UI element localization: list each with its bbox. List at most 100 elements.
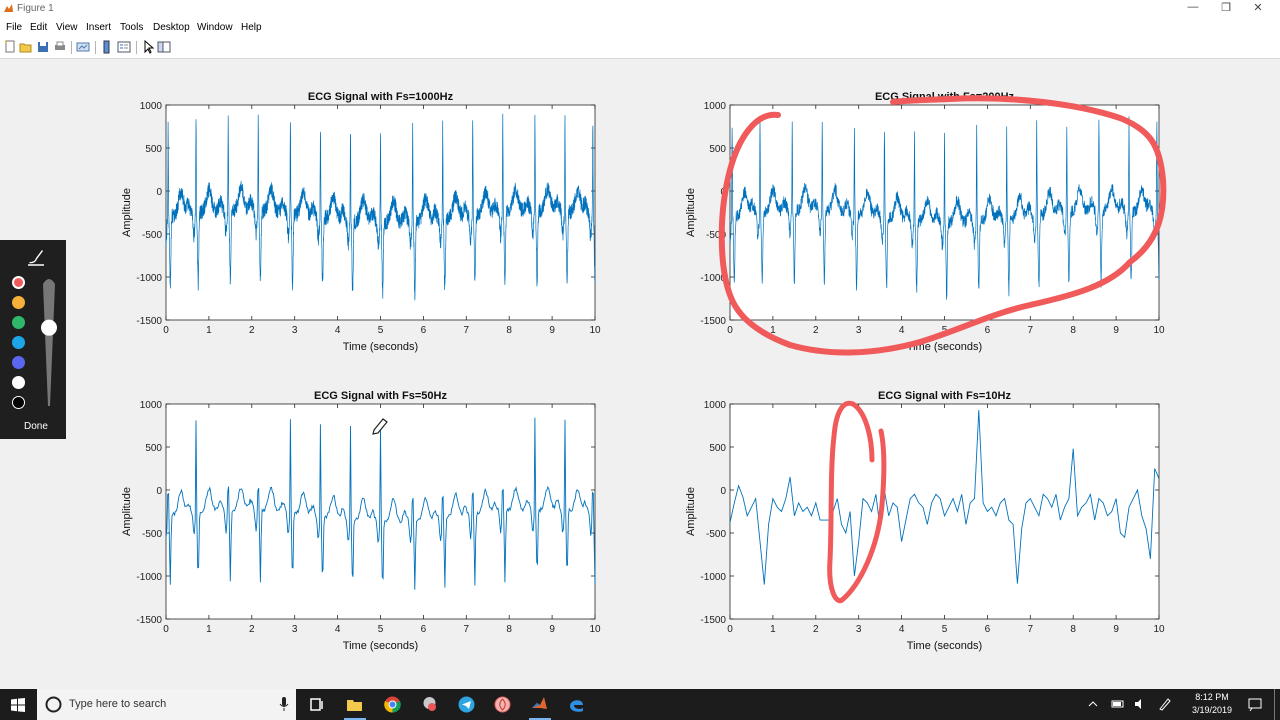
x-tick-label: 10 xyxy=(589,624,601,635)
done-button[interactable]: Done xyxy=(24,421,48,432)
pen-color-blue[interactable] xyxy=(12,336,25,349)
x-tick-label: 2 xyxy=(249,624,255,635)
windows-start-icon[interactable] xyxy=(11,698,25,712)
x-tick-label: 1 xyxy=(770,624,776,635)
chrome-icon[interactable] xyxy=(384,696,401,713)
x-axis-label: Time (seconds) xyxy=(907,640,982,652)
telegram-icon[interactable] xyxy=(458,696,475,713)
insert-legend-icon[interactable] xyxy=(117,40,131,54)
maximize-button[interactable]: ❐ xyxy=(1221,2,1231,14)
save-icon[interactable] xyxy=(36,40,50,54)
menu-bar: File Edit View Insert Tools Desktop Wind… xyxy=(0,18,1280,38)
x-axis-label: Time (seconds) xyxy=(343,640,418,652)
link-plot-icon[interactable] xyxy=(76,40,90,54)
x-tick-label: 9 xyxy=(549,624,555,635)
menu-edit[interactable]: Edit xyxy=(30,22,48,33)
x-tick-label: 5 xyxy=(942,624,948,635)
microphone-icon[interactable] xyxy=(279,697,289,712)
x-tick-label: 5 xyxy=(378,325,384,336)
x-tick-label: 8 xyxy=(1070,325,1076,336)
x-tick-label: 6 xyxy=(421,624,427,635)
toolbar-separator xyxy=(136,41,137,54)
open-file-icon[interactable] xyxy=(19,40,33,54)
close-button[interactable]: ✕ xyxy=(1253,2,1263,14)
subplot-3: 0 1 2 3 4 5 6 7 8 9 10 1000 500 0 -500 -1000 -1500 ECG Si… xyxy=(121,390,601,652)
pen-color-orange[interactable] xyxy=(12,296,25,309)
y-tick-label: -1500 xyxy=(700,316,726,327)
y-tick-label: -500 xyxy=(706,230,726,241)
edit-plot-arrow-icon[interactable] xyxy=(141,40,155,54)
pen-color-white[interactable] xyxy=(12,376,25,389)
menu-window[interactable]: Window xyxy=(197,22,233,33)
y-tick-label: -500 xyxy=(142,230,162,241)
menu-file[interactable]: File xyxy=(6,22,23,33)
app-spiral-icon[interactable] xyxy=(494,696,511,713)
y-tick-label: 0 xyxy=(156,187,162,198)
battery-icon[interactable] xyxy=(1111,699,1125,709)
show-desktop-button[interactable] xyxy=(1274,689,1275,720)
notifications-icon[interactable] xyxy=(1248,697,1262,711)
pen-thickness-thumb[interactable] xyxy=(41,319,57,336)
y-tick-label: 1000 xyxy=(140,101,163,112)
x-tick-label: 3 xyxy=(292,624,298,635)
y-tick-label: -500 xyxy=(142,529,162,540)
edge-icon[interactable] xyxy=(568,696,585,713)
volume-icon[interactable] xyxy=(1134,698,1146,710)
property-inspector-icon[interactable] xyxy=(157,40,171,54)
pen-color-red[interactable] xyxy=(12,276,25,289)
x-tick-label: 0 xyxy=(727,325,733,336)
ecg-series-line xyxy=(165,113,596,301)
y-tick-label: 500 xyxy=(145,144,162,155)
subplot-1: 0 1 2 3 4 5 6 7 8 9 10 1000 500 0 -500 -1000 -1500 ECG Si… xyxy=(121,91,601,353)
tray-chevron-up-icon[interactable] xyxy=(1088,699,1098,709)
x-tick-label: 4 xyxy=(335,624,341,635)
menu-desktop[interactable]: Desktop xyxy=(153,22,190,33)
x-tick-label: 10 xyxy=(1153,624,1165,635)
y-tick-label: 500 xyxy=(145,443,162,454)
x-tick-label: 3 xyxy=(292,325,298,336)
new-figure-icon[interactable] xyxy=(3,40,17,54)
pen-color-green[interactable] xyxy=(12,316,25,329)
menu-tools[interactable]: Tools xyxy=(120,22,144,33)
app-generic-icon[interactable] xyxy=(421,696,438,713)
y-tick-label: -1500 xyxy=(700,615,726,626)
ecg-series-line xyxy=(729,409,1160,585)
x-tick-label: 6 xyxy=(421,325,427,336)
pen-color-black[interactable] xyxy=(12,396,25,409)
x-tick-label: 8 xyxy=(506,624,512,635)
clock-date: 3/19/2019 xyxy=(1191,705,1233,715)
x-axis-label: Time (seconds) xyxy=(907,341,982,353)
y-tick-label: -1000 xyxy=(700,273,726,284)
cortana-icon xyxy=(45,696,62,713)
x-tick-label: 8 xyxy=(506,325,512,336)
x-tick-label: 9 xyxy=(1113,325,1119,336)
brush-icon xyxy=(28,250,44,266)
system-clock[interactable]: 8:12 PM 3/19/2019 xyxy=(1183,691,1241,717)
pen-thickness-slider[interactable] xyxy=(39,276,59,410)
task-view-icon[interactable] xyxy=(308,696,325,713)
x-tick-label: 9 xyxy=(549,325,555,336)
x-tick-label: 4 xyxy=(899,624,905,635)
pen-color-indigo[interactable] xyxy=(12,356,25,369)
menu-insert[interactable]: Insert xyxy=(86,22,112,33)
window-titlebar: Figure 1 — ❐ ✕ xyxy=(0,0,1280,18)
pen-workspace-icon[interactable] xyxy=(1158,697,1172,711)
menu-help[interactable]: Help xyxy=(241,22,262,33)
file-explorer-icon[interactable] xyxy=(346,696,363,713)
y-axis-label: Amplitude xyxy=(121,487,133,536)
y-tick-label: -500 xyxy=(706,529,726,540)
matlab-icon[interactable] xyxy=(531,696,548,713)
x-tick-label: 10 xyxy=(1153,325,1165,336)
menu-view[interactable]: View xyxy=(56,22,78,33)
x-tick-label: 0 xyxy=(163,624,169,635)
print-icon[interactable] xyxy=(53,40,67,54)
minimize-button[interactable]: — xyxy=(1187,1,1199,13)
y-tick-label: 500 xyxy=(709,443,726,454)
x-tick-label: 2 xyxy=(813,325,819,336)
insert-colorbar-icon[interactable] xyxy=(100,40,114,54)
x-tick-label: 7 xyxy=(464,624,470,635)
chart-title: ECG Signal with Fs=1000Hz xyxy=(308,91,454,103)
taskbar-search-box[interactable]: Type here to search xyxy=(37,689,296,720)
y-axis-label: Amplitude xyxy=(685,487,697,536)
x-tick-label: 3 xyxy=(856,624,862,635)
